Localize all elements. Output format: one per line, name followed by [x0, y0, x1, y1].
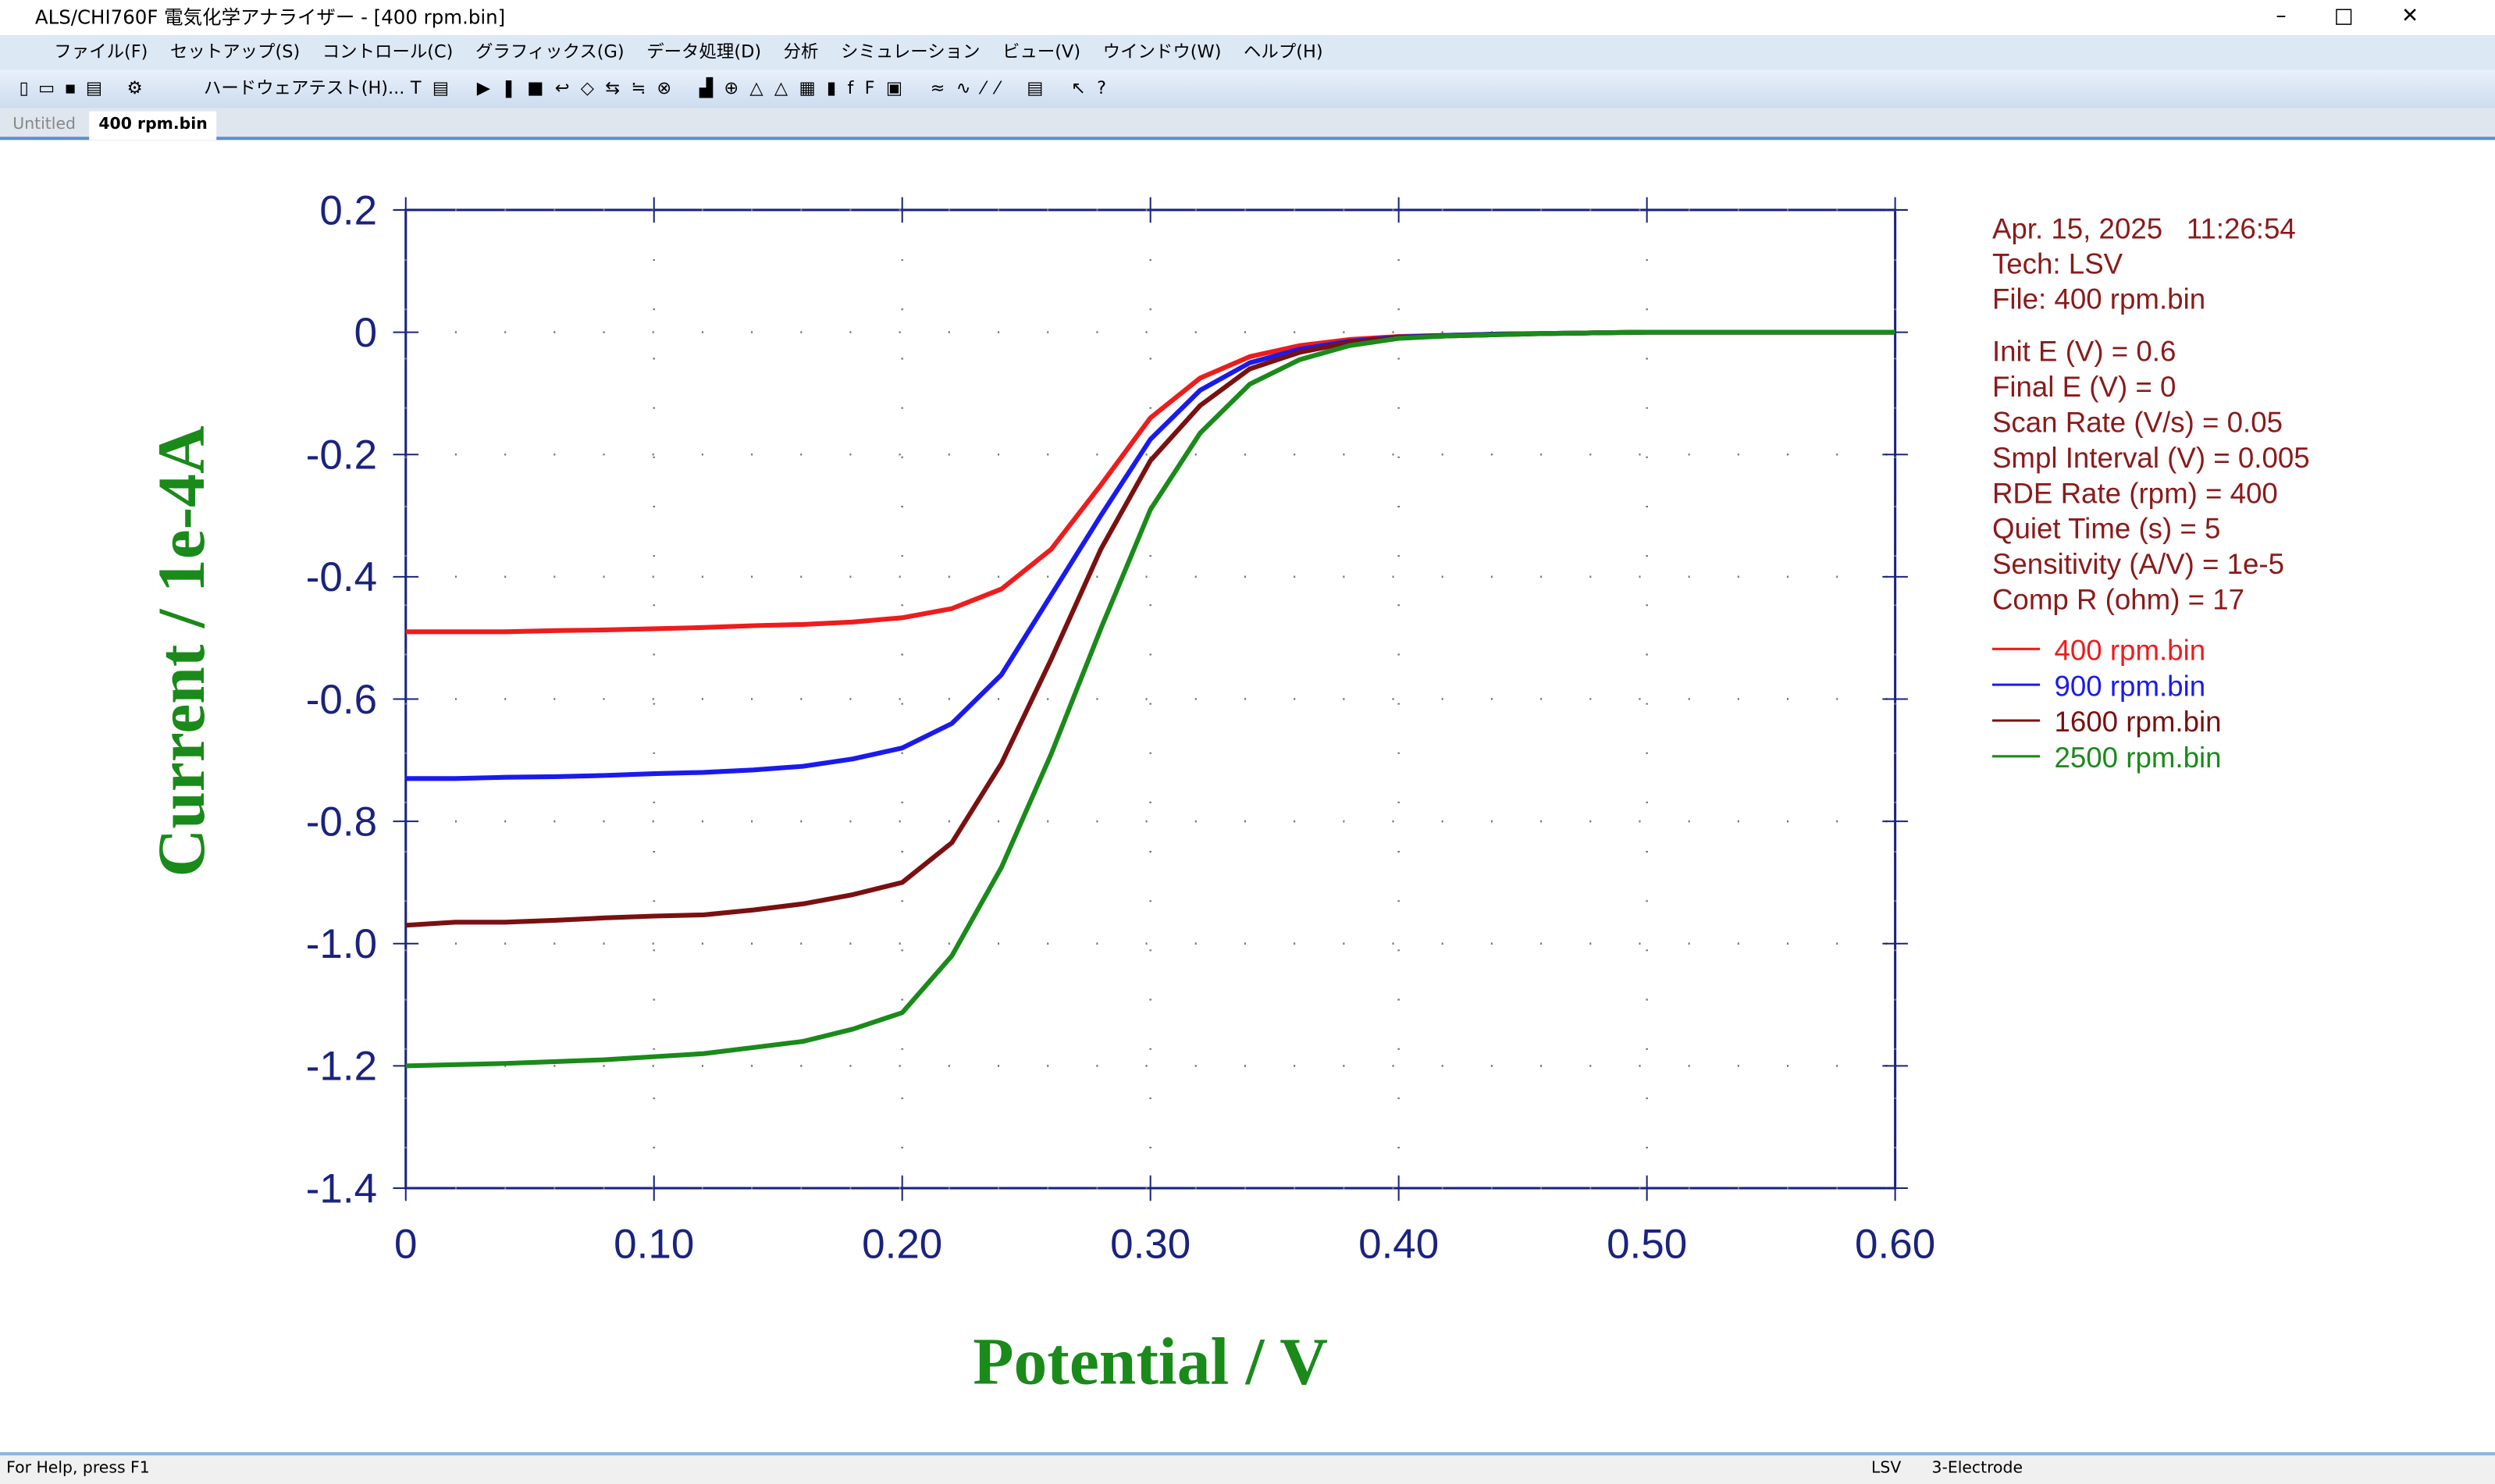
info-line: Smpl Interval (V) = 0.005	[1992, 442, 2310, 474]
info-line: Apr. 15, 2025 11:26:54	[1992, 213, 2296, 245]
x-tick-label: 0.40	[1358, 1222, 1439, 1268]
hardware-test[interactable]: ハードウェアテスト(H)...	[203, 77, 405, 99]
legend-label: 2500 rpm.bin	[2054, 742, 2221, 774]
tab[interactable]: Untitled	[12, 116, 76, 134]
y-tick-label: -0.8	[306, 799, 377, 845]
menu-item[interactable]: 分析	[783, 41, 819, 62]
menu-item[interactable]: グラフィックス(G)	[475, 41, 625, 62]
info-line: File: 400 rpm.bin	[1992, 283, 2205, 315]
info-line: Sensitivity (A/V) = 1e-5	[1992, 548, 2284, 580]
legend-label: 1600 rpm.bin	[2054, 706, 2221, 738]
menu-item[interactable]: ビュー(V)	[1002, 41, 1081, 62]
status-technique: LSV	[1871, 1460, 1902, 1478]
info-line: Scan Rate (V/s) = 0.05	[1992, 406, 2283, 438]
toolbar-icons[interactable]: T▤ ▶❚■↩◇⇆≒⊗ ▟⊕△△▦▮fF▣ ≈∿⁄⁄ ▤ ↖?	[410, 77, 1118, 99]
menu-item[interactable]: データ処理(D)	[646, 41, 762, 62]
y-tick-label: -1.4	[306, 1165, 377, 1212]
window-title: ALS/CHI760F 電気化学アナライザー - [400 rpm.bin]	[34, 6, 506, 29]
info-line: Tech: LSV	[1992, 247, 2123, 279]
y-tick-label: -1.0	[306, 921, 377, 967]
menu-item[interactable]: セットアップ(S)	[169, 41, 301, 62]
x-tick-label: 0.30	[1110, 1222, 1191, 1268]
toolbar: ▯▭▪▤ ⚙ ハードウェアテスト(H)... T▤ ▶❚■↩◇⇆≒⊗ ▟⊕△△▦…	[0, 69, 2495, 109]
tab[interactable]: 400 rpm.bin	[89, 111, 217, 141]
menu-item[interactable]: ファイル(F)	[54, 41, 148, 62]
x-axis-label: Potential / V	[973, 1325, 1328, 1399]
info-line: Final E (V) = 0	[1992, 371, 2176, 403]
tab-bar: Untitled 400 rpm.bin	[0, 108, 2495, 141]
info-line: RDE Rate (rpm) = 400	[1992, 477, 2278, 509]
status-help: For Help, press F1	[6, 1460, 150, 1478]
info-line: Init E (V) = 0.6	[1992, 336, 2176, 368]
menu-item[interactable]: コントロール(C)	[322, 41, 454, 62]
menu-bar: ファイル(F) セットアップ(S) コントロール(C) グラフィックス(G) データ処理…	[0, 34, 2495, 70]
y-tick-label: -0.2	[306, 432, 377, 479]
menu-item[interactable]: ウインドウ(W)	[1102, 41, 1222, 62]
y-axis-label: Current / 1e-4A	[144, 425, 219, 877]
x-tick-label: 0.60	[1855, 1222, 1935, 1268]
legend-label: 400 rpm.bin	[2054, 635, 2205, 667]
data-line	[405, 329, 1895, 635]
menu-item[interactable]: ヘルプ(H)	[1243, 41, 1323, 62]
legend-label: 900 rpm.bin	[2054, 670, 2205, 702]
x-tick-label: 0.50	[1607, 1222, 1687, 1268]
info-line: Quiet Time (s) = 5	[1992, 513, 2221, 545]
plot-frame	[404, 208, 1897, 1190]
info-line: Comp R (ohm) = 17	[1992, 584, 2244, 616]
toolbar-icons[interactable]: ▯▭▪▤ ⚙	[19, 77, 152, 99]
x-tick-label: 0.10	[614, 1222, 694, 1268]
y-tick-label: 0	[354, 310, 377, 356]
y-tick-label: -1.2	[306, 1044, 377, 1090]
data-line	[405, 329, 1895, 1069]
title-bar: ALS/CHI760F 電気化学アナライザー - [400 rpm.bin] –…	[0, 0, 2495, 35]
y-tick-label: 0.2	[319, 187, 377, 233]
status-bar: For Help, press F1 LSV 3-Electrode	[0, 1452, 2495, 1484]
window-controls[interactable]: –□✕	[2276, 5, 2467, 29]
chart: -1.4-1.2-1.0-0.8-0.6-0.4-0.200.20 0.10 0.2…	[144, 187, 2310, 1399]
x-tick-label: 0.20	[862, 1222, 942, 1268]
y-tick-label: -0.6	[306, 677, 377, 723]
y-tick-label: -0.4	[306, 554, 377, 600]
menu-item[interactable]: シミュレーション	[841, 41, 981, 62]
status-electrode: 3-Electrode	[1931, 1460, 2023, 1478]
x-tick-label: 0	[394, 1222, 417, 1268]
